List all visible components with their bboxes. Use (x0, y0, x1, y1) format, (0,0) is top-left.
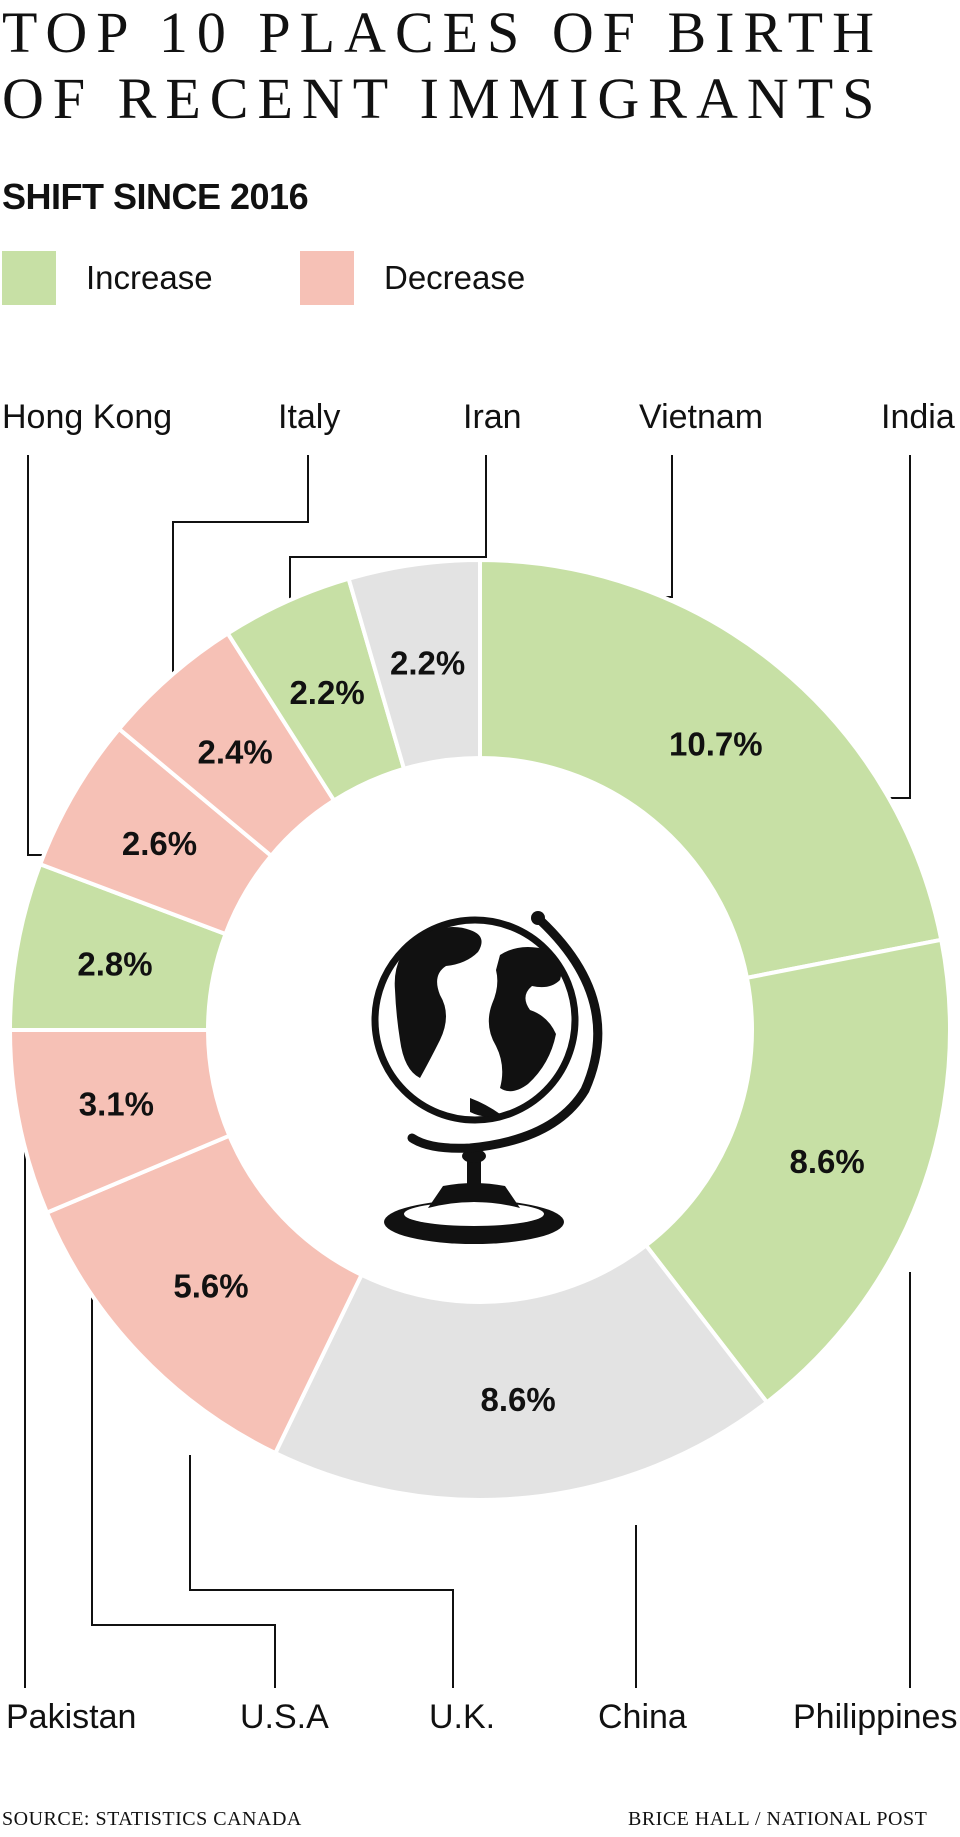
label-india: India (881, 398, 955, 436)
leader-line (189, 1455, 454, 1688)
slice-india (478, 557, 944, 981)
legend-swatch-decrease (300, 251, 354, 305)
label-hong-kong: Hong Kong (2, 398, 173, 436)
value-label-pakistan: 2.8% (77, 945, 152, 982)
legend-label-decrease: Decrease (384, 259, 526, 296)
label-uk: U.K. (429, 1698, 496, 1736)
value-label-iran: 2.2% (289, 674, 364, 711)
label-italy: Italy (278, 398, 341, 436)
legend-label-increase: Increase (86, 259, 213, 296)
slice-philippines (643, 937, 952, 1406)
value-label-usa: 3.1% (79, 1086, 154, 1123)
leader-line (858, 455, 911, 799)
globe-icon (371, 911, 603, 1244)
chart-title-line-2: OF RECENT IMMIGRANTS (2, 66, 884, 131)
value-label-philippines: 8.6% (790, 1143, 865, 1180)
label-china: China (598, 1698, 687, 1736)
leader-line (91, 1210, 276, 1688)
value-label-china: 8.6% (481, 1381, 556, 1418)
legend-item-decrease: Decrease (300, 251, 525, 305)
donut-slices (7, 557, 952, 1502)
chart-title-line-1: TOP 10 PLACES OF BIRTH (2, 0, 883, 65)
value-label-italy: 2.4% (197, 733, 272, 770)
slice-china (272, 1242, 770, 1502)
label-pakistan: Pakistan (6, 1698, 137, 1736)
leader-line (172, 455, 309, 726)
source-note: SOURCE: STATISTICS CANADA (2, 1808, 302, 1830)
label-usa: U.S.A (240, 1698, 329, 1736)
legend-swatch-increase (2, 251, 56, 305)
leader-line (27, 455, 68, 856)
value-label-uk: 5.6% (173, 1267, 248, 1304)
credit-note: BRICE HALL / NATIONAL POST (628, 1808, 928, 1830)
label-vietnam: Vietnam (639, 398, 764, 436)
label-philippines: Philippines (793, 1698, 958, 1736)
value-label-hong-kong: 2.6% (122, 825, 197, 862)
value-label-india: 10.7% (669, 726, 763, 763)
chart-title: TOP 10 PLACES OF BIRTH OF RECENT IMMIGRA… (2, 0, 883, 132)
label-iran: Iran (463, 398, 522, 436)
value-label-vietnam: 2.2% (390, 645, 465, 682)
legend-item-increase: Increase (2, 251, 213, 305)
value-labels: 10.7% 8.6% 8.6% 5.6% 3.1% 2.8% 2.6% 2.4% 2.2% 2.2… (77, 645, 864, 1418)
slice-vietnam (346, 557, 482, 772)
chart-subtitle: SHIFT SINCE 2016 (2, 176, 309, 217)
